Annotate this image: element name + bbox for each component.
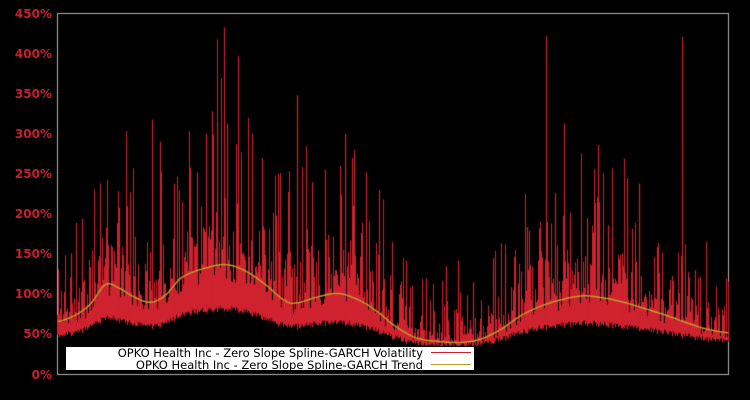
chart-legend: OPKO Health Inc - Zero Slope Spline-GARC… bbox=[65, 346, 475, 371]
y-axis-tick-label: 350% bbox=[14, 86, 52, 101]
y-axis-tick-label: 250% bbox=[14, 166, 52, 181]
legend-item-volatility: OPKO Health Inc - Zero Slope Spline-GARC… bbox=[66, 347, 474, 359]
y-axis-tick-label: 100% bbox=[14, 287, 52, 302]
legend-swatch-trend-line-icon bbox=[431, 364, 471, 365]
legend-item-trend: OPKO Health Inc - Zero Slope Spline-GARC… bbox=[66, 359, 474, 371]
y-axis-tick-label: 400% bbox=[14, 46, 52, 61]
y-axis-tick-label: 200% bbox=[14, 207, 52, 222]
y-axis-tick-label: 0% bbox=[31, 367, 52, 382]
legend-label-trend: OPKO Health Inc - Zero Slope Spline-GARC… bbox=[135, 357, 423, 372]
y-axis-tick-label: 300% bbox=[14, 126, 52, 141]
legend-label-volatility: OPKO Health Inc - Zero Slope Spline-GARC… bbox=[117, 345, 423, 360]
legend-swatch-volatility-line-icon bbox=[431, 352, 471, 353]
y-axis-tick-label: 150% bbox=[14, 247, 52, 262]
y-axis-tick-label: 450% bbox=[14, 6, 52, 21]
y-axis-tick-label: 50% bbox=[23, 327, 52, 342]
